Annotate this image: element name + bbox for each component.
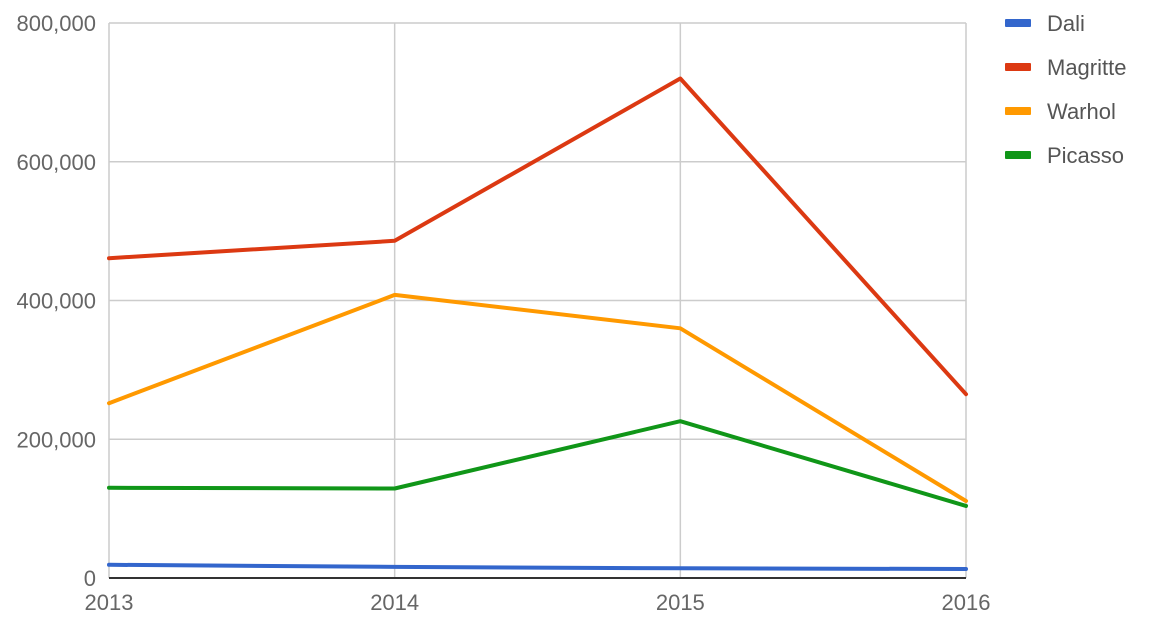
legend-swatch-magritte: [1005, 63, 1031, 71]
y-tick-label: 0: [84, 566, 96, 591]
series-line-picasso: [107, 419, 968, 508]
series-line-warhol: [107, 292, 968, 503]
y-tick-label: 600,000: [16, 150, 96, 175]
legend-swatch-picasso: [1005, 151, 1031, 159]
legend: Dali Magritte Warhol Picasso: [1005, 11, 1126, 168]
axis-labels: 0 200,000 400,000 600,000 800,000 2013 2014 201…: [16, 11, 990, 615]
legend-label-magritte: Magritte: [1047, 55, 1126, 80]
legend-label-dali: Dali: [1047, 11, 1085, 36]
x-tick-label: 2016: [942, 590, 991, 615]
legend-swatch-dali: [1005, 19, 1031, 27]
legend-label-warhol: Warhol: [1047, 99, 1116, 124]
legend-swatch-warhol: [1005, 107, 1031, 115]
series-lines: [107, 76, 968, 571]
y-tick-label: 200,000: [16, 427, 96, 452]
series-line-magritte: [107, 76, 968, 397]
y-tick-label: 400,000: [16, 289, 96, 314]
gridlines: [108, 22, 967, 579]
x-tick-label: 2015: [656, 590, 705, 615]
x-tick-label: 2014: [370, 590, 419, 615]
legend-label-picasso: Picasso: [1047, 143, 1124, 168]
y-tick-label: 800,000: [16, 11, 96, 36]
x-tick-label: 2013: [85, 590, 134, 615]
series-line-dali: [107, 562, 968, 571]
